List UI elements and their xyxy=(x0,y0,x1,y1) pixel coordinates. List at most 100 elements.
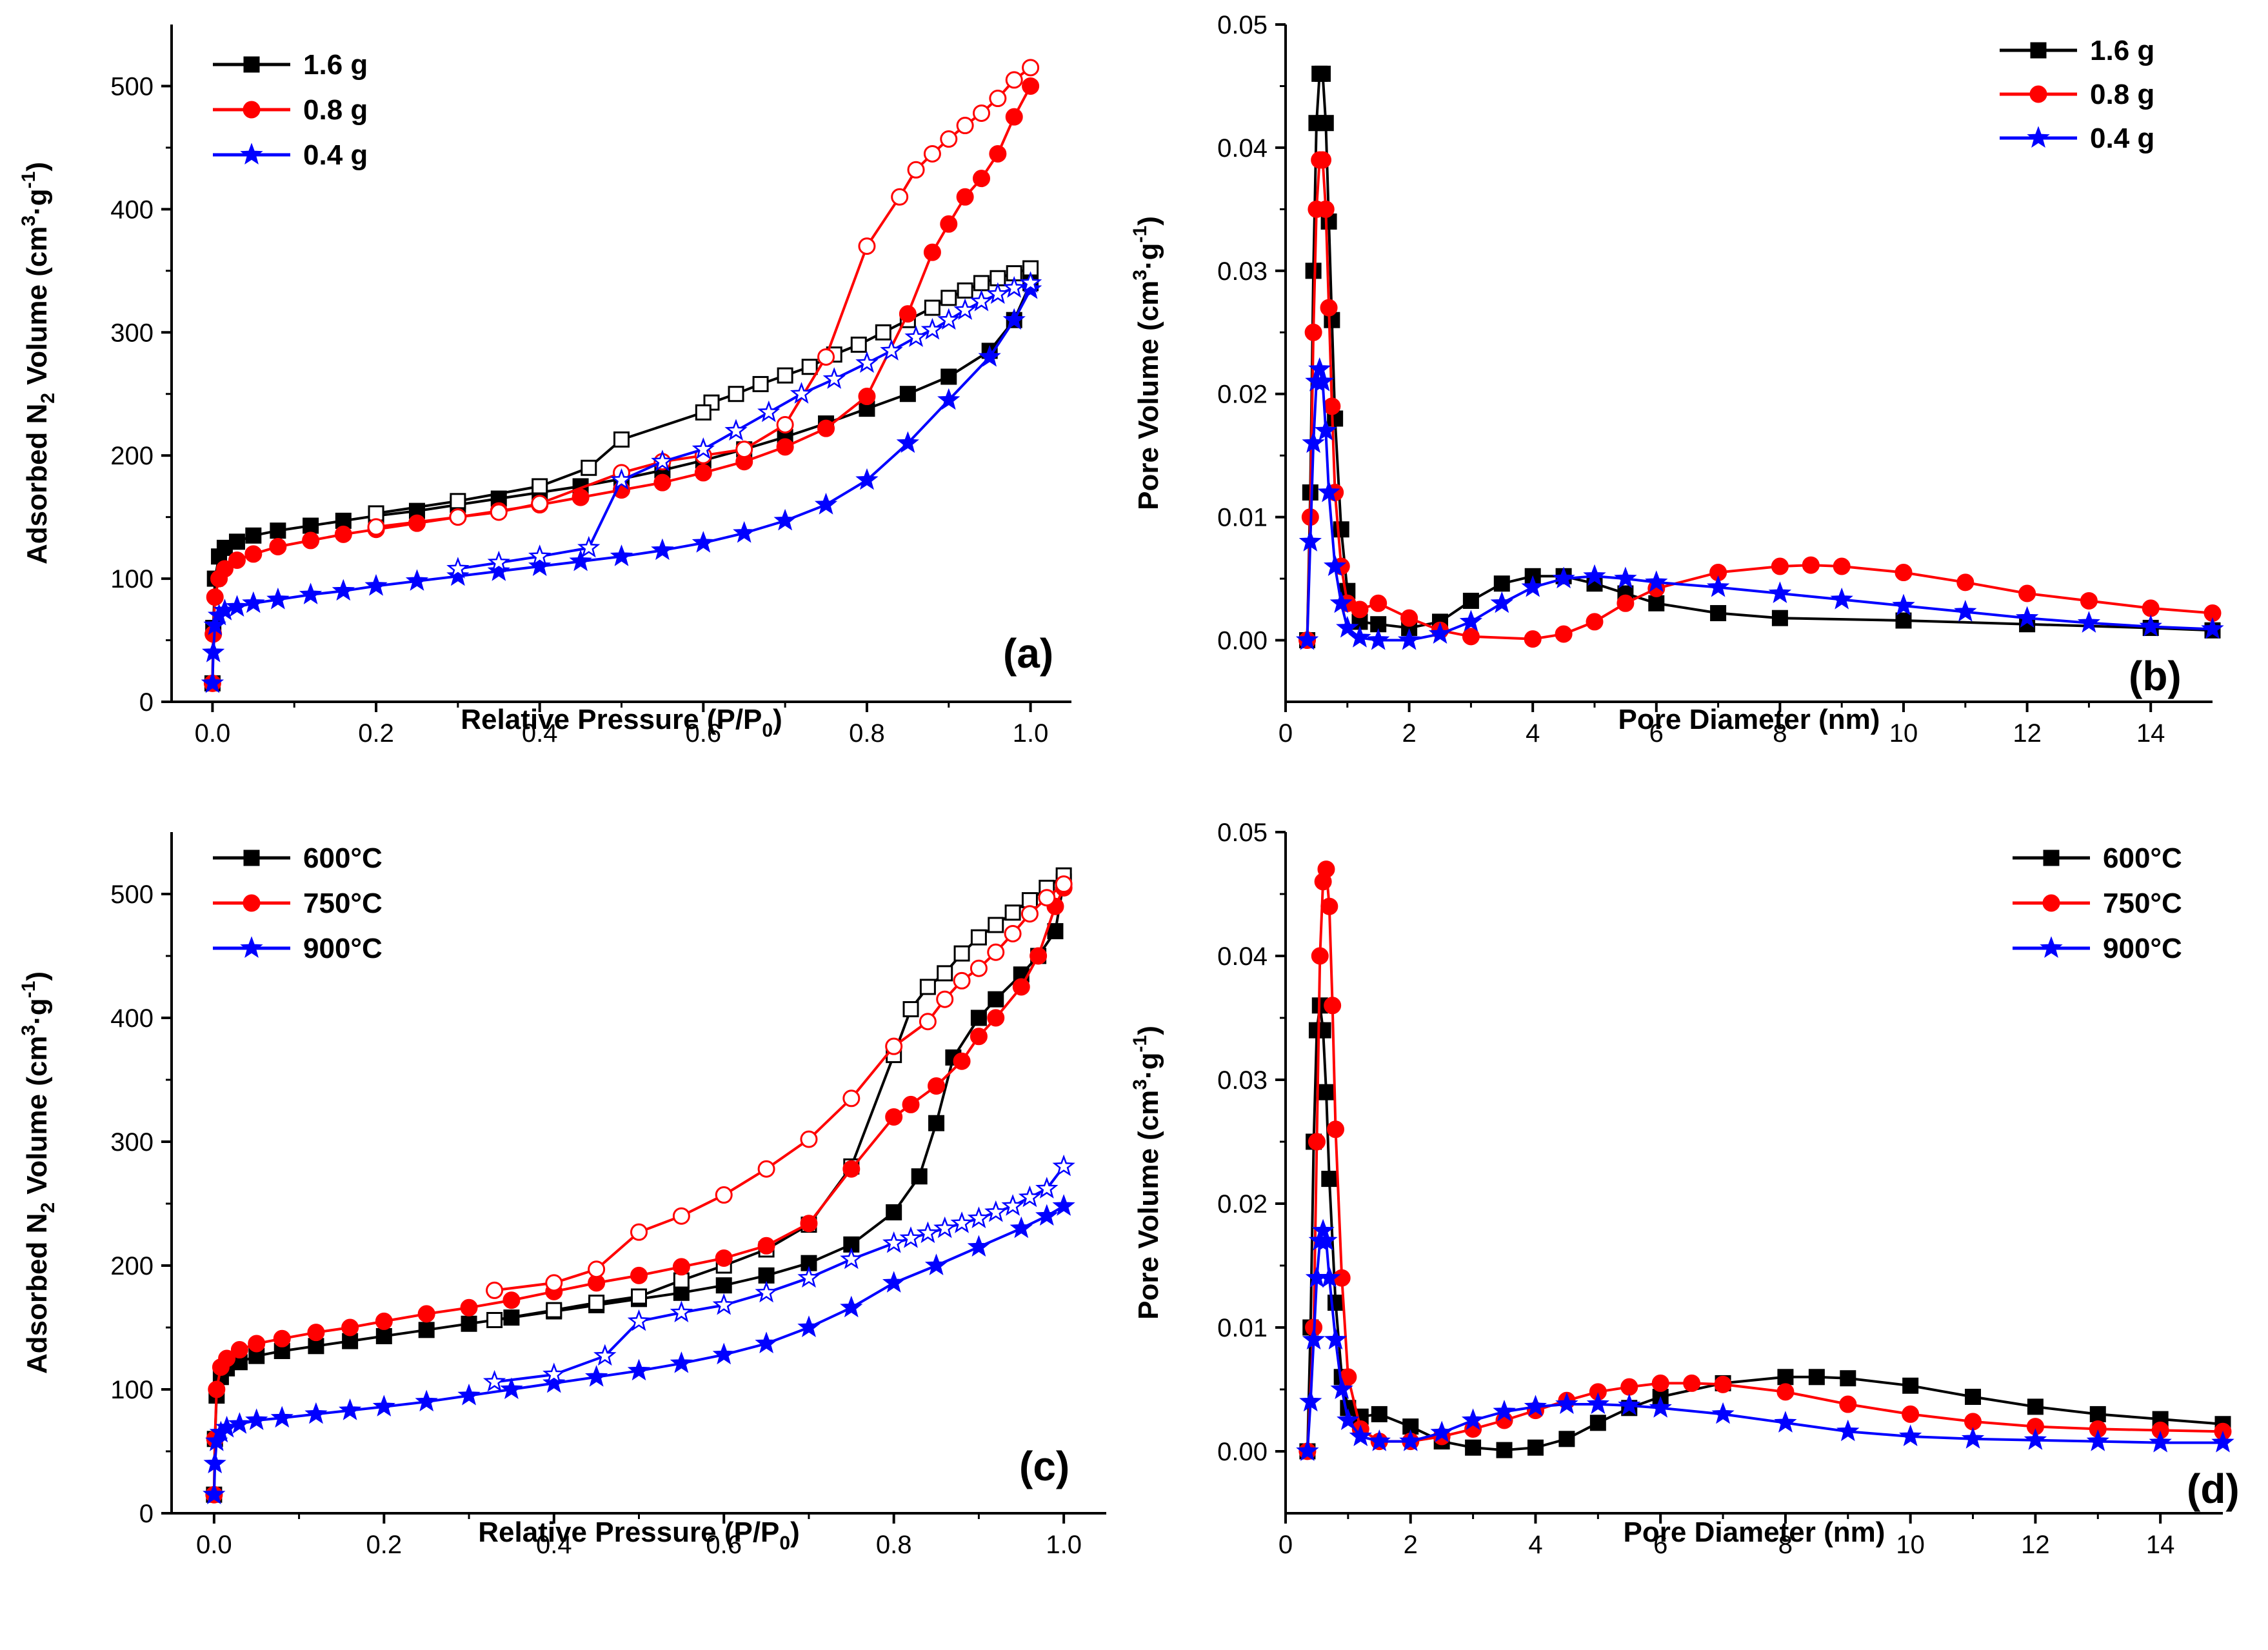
data-point xyxy=(1645,570,1668,592)
data-point xyxy=(1329,591,1353,613)
data-desorption-point xyxy=(1038,889,1056,907)
data-desorption-point xyxy=(528,544,552,566)
data-point xyxy=(1777,1369,1794,1386)
data-adsorption-point xyxy=(987,1009,1005,1027)
data-point xyxy=(1710,605,1727,622)
data-point xyxy=(1462,592,1479,609)
data-desorption-point xyxy=(1018,1185,1042,1208)
data-point xyxy=(2018,584,2036,602)
data-point xyxy=(1320,299,1338,317)
x-tick-label: 14 xyxy=(2146,1531,2175,1559)
data-desorption-point xyxy=(956,117,974,135)
series-line xyxy=(212,881,1066,1495)
data-adsorption-point xyxy=(244,545,263,563)
data-adsorption-point xyxy=(500,1377,523,1399)
data-adsorption-point xyxy=(956,188,974,206)
data-adsorption-point xyxy=(902,1095,920,1113)
data-point xyxy=(1771,610,1788,626)
data-point xyxy=(1462,628,1480,646)
data-point xyxy=(1349,1424,1372,1446)
data-desorption-point xyxy=(1055,875,1073,893)
data-point xyxy=(1337,1408,1360,1430)
data-adsorption-point xyxy=(814,492,838,515)
data-desorption-point xyxy=(691,437,715,459)
data-desorption-point xyxy=(593,1344,617,1366)
data-desorption-point xyxy=(970,929,987,946)
data-point xyxy=(1311,1218,1335,1241)
data-point xyxy=(1774,1411,1797,1433)
data-desorption-point xyxy=(940,290,957,306)
data-point xyxy=(1524,1395,1547,1416)
data-adsorption-point xyxy=(840,1295,863,1318)
series-900C xyxy=(203,1154,1075,1505)
data-desorption-point xyxy=(1001,1194,1024,1216)
data-desorption-point xyxy=(936,990,954,1008)
data-desorption-point xyxy=(752,375,769,392)
data-adsorption-point xyxy=(334,525,352,543)
data-adsorption-point xyxy=(304,1402,328,1424)
legend-label: 750°C xyxy=(303,888,383,919)
data-adsorption-point xyxy=(924,1253,948,1275)
y-tick-label: 200 xyxy=(110,1252,154,1280)
x-tick-label: 8 xyxy=(1773,719,1787,748)
data-adsorption-point xyxy=(923,243,941,261)
data-point xyxy=(1651,1374,1669,1392)
data-desorption-point xyxy=(902,1001,919,1018)
data-adsorption-point xyxy=(610,544,633,566)
data-adsorption-point xyxy=(988,991,1004,1008)
data-point xyxy=(1348,626,1371,648)
data-desorption-point xyxy=(891,188,909,206)
y-tick-label: 100 xyxy=(110,565,154,593)
data-adsorption-point xyxy=(694,464,712,482)
data-point xyxy=(1961,1427,1985,1449)
chart-panel-b: 0.00 0.01 0.02 0.03 0.04 0.05 0 2 4 6 8 10 12 14 Pore … xyxy=(1129,11,2224,748)
data-point xyxy=(1336,615,1359,638)
data-adsorption-point xyxy=(842,1160,860,1178)
data-point xyxy=(2086,1429,2109,1451)
data-adsorption-point xyxy=(630,1266,648,1284)
series-line xyxy=(1306,1005,2223,1452)
x-axis-label: Pore Diameter (nm) xyxy=(1624,1516,1885,1548)
legend-marker xyxy=(243,850,260,866)
data-point xyxy=(1496,1442,1513,1458)
x-tick-label: 0.2 xyxy=(366,1531,403,1559)
data-adsorption-point xyxy=(940,368,957,385)
y-tick-label: 0.05 xyxy=(1217,819,1268,847)
y-tick-label: 200 xyxy=(110,442,154,470)
data-adsorption-point xyxy=(885,1108,903,1126)
data-adsorption-point xyxy=(899,305,917,323)
data-adsorption-point xyxy=(712,1342,735,1365)
data-desorption-point xyxy=(1019,271,1042,293)
data-point xyxy=(1895,612,1912,629)
data-desorption-point xyxy=(842,1089,860,1108)
legend: 600°C 750°C 900°C xyxy=(2013,842,2182,964)
y-tick-label: 300 xyxy=(110,1128,154,1157)
data-point xyxy=(1368,1429,1391,1451)
data-point xyxy=(1324,1327,1348,1350)
legend-label: 600°C xyxy=(2103,842,2182,874)
data-adsorption-point xyxy=(896,431,919,453)
data-adsorption-point xyxy=(928,1077,946,1095)
data-desorption-point xyxy=(822,367,846,389)
data-point xyxy=(1830,587,1853,610)
data-point xyxy=(1315,1229,1338,1251)
data-adsorption-point xyxy=(1002,308,1026,330)
y-tick-label: 0.04 xyxy=(1217,942,1268,971)
data-desorption-point xyxy=(904,325,928,347)
data-adsorption-point xyxy=(800,1215,818,1233)
data-adsorption-point xyxy=(228,551,246,569)
data-adsorption-point xyxy=(940,215,958,233)
data-point xyxy=(1892,593,1915,616)
data-point xyxy=(1459,610,1483,631)
x-tick-label: 0.8 xyxy=(876,1531,912,1559)
y-tick-label: 0.02 xyxy=(1217,1190,1268,1218)
data-adsorption-point xyxy=(417,1305,435,1323)
data-point xyxy=(1956,573,1975,591)
data-desorption-point xyxy=(973,275,990,292)
legend-label: 0.4 g xyxy=(2090,123,2154,154)
x-axis-label: Pore Diameter (nm) xyxy=(1618,704,1880,735)
data-point xyxy=(1314,65,1331,82)
data-point xyxy=(1314,419,1337,441)
data-desorption-point xyxy=(987,943,1005,961)
data-desorption-point xyxy=(446,557,470,579)
